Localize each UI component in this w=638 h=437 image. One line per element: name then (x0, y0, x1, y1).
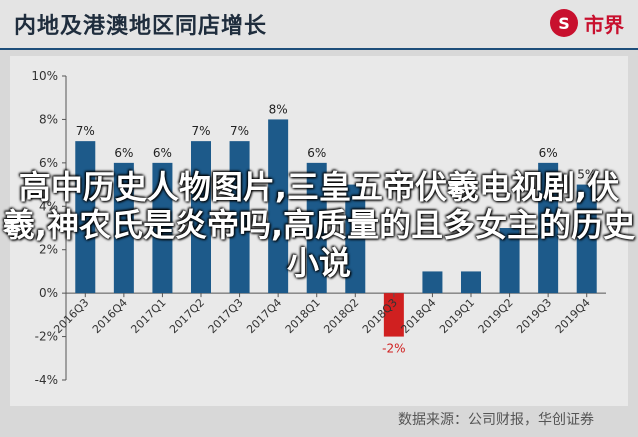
bar (461, 271, 481, 294)
page-title: 内地及港澳地区同店增长 (14, 14, 268, 39)
bar (191, 141, 211, 294)
data-label: 6% (307, 146, 326, 160)
x-tick-label: 2016Q4 (90, 296, 130, 336)
x-tick-label: 2017Q4 (244, 296, 284, 336)
y-tick-label: -2% (35, 330, 58, 344)
y-tick-label: 4% (39, 199, 58, 213)
bar (538, 162, 559, 294)
x-tick-label: 2019Q3 (514, 296, 554, 336)
data-source: 数据来源：公司财报，华创证券 (398, 412, 594, 428)
bar (576, 184, 597, 294)
logo-icon: S (550, 9, 578, 37)
data-label: 8% (269, 102, 288, 116)
data-label: 6% (114, 146, 133, 160)
x-tick-label: 2017Q3 (206, 296, 246, 336)
brand-logo: S 市界 (550, 8, 624, 38)
bar (499, 228, 520, 294)
logo-text: 市界 (584, 12, 624, 37)
bar (345, 184, 366, 294)
x-tick-label: 2019Q1 (437, 296, 477, 336)
x-tick-label: 2016Q3 (51, 296, 91, 336)
bar (152, 162, 173, 294)
x-tick-label: 2018Q4 (398, 296, 438, 336)
data-label: 7% (191, 124, 210, 138)
x-tick-label: 2018Q1 (283, 296, 323, 336)
x-tick-label: 2018Q2 (321, 296, 361, 336)
x-tick-label: 2017Q1 (128, 296, 168, 336)
bar (422, 271, 443, 294)
data-label: 6% (153, 146, 172, 160)
bar-chart: -4% -2% 0% 2% 4% 6% 8% 10% 2016Q3 7% 2016Q4 6% 2017Q… (31, 69, 606, 387)
x-tick-label: 2017Q2 (167, 296, 207, 336)
header-bar: 内地及港澳地区同店增长 S 市界 (0, 0, 638, 48)
chart-panel: -4% -2% 0% 2% 4% 6% 8% 10% 2016Q3 7% 2016Q4 6% 2017Q… (10, 56, 628, 406)
bar (268, 119, 289, 294)
bar (383, 293, 404, 337)
data-label: 5% (577, 168, 596, 182)
data-label: -2% (382, 342, 405, 356)
y-tick-label: 10% (31, 69, 58, 83)
y-tick-label: 0% (39, 286, 58, 300)
data-label: 7% (76, 124, 95, 138)
y-tick-label: 2% (39, 243, 58, 257)
bar (113, 162, 134, 294)
x-tick-label: 2019Q4 (553, 296, 593, 336)
y-tick-label: -4% (35, 373, 58, 387)
x-tick-label: 2019Q2 (476, 296, 516, 336)
y-tick-label: 6% (39, 156, 58, 170)
data-label: 6% (539, 146, 558, 160)
header-divider (0, 48, 638, 50)
data-label: 7% (230, 124, 249, 138)
bar (306, 162, 327, 294)
bar (75, 141, 96, 294)
y-tick-label: 8% (39, 112, 58, 126)
bar (229, 141, 250, 294)
